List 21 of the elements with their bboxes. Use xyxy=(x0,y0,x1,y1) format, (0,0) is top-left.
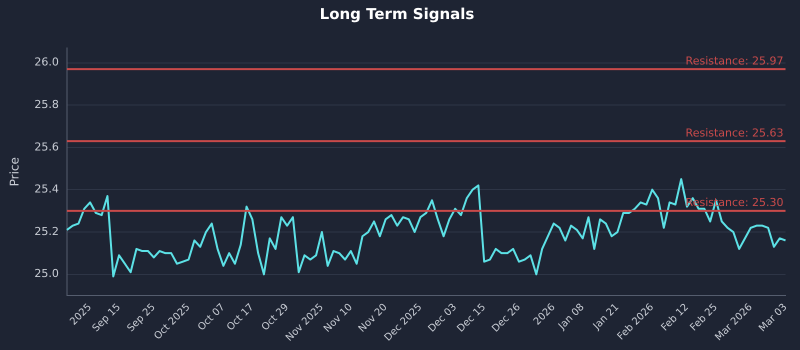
x-tick-label: Feb 12 xyxy=(659,302,691,334)
x-tick-label: Oct 29 xyxy=(260,302,292,334)
y-tick-label: 25.4 xyxy=(34,182,59,196)
x-tick-label: Dec 15 xyxy=(455,302,488,335)
x-tick-label: Oct 07 xyxy=(196,302,228,334)
x-tick-label: Sep 15 xyxy=(90,302,124,334)
x-tick-label: Mar 03 xyxy=(757,302,790,334)
y-axis-title: Price xyxy=(7,157,22,186)
ref-line-label: Resistance: 25.97 xyxy=(686,54,784,68)
x-tick-label: Jan 08 xyxy=(556,302,587,333)
x-tick-label: Jan 21 xyxy=(590,302,622,333)
y-tick-label: 26.0 xyxy=(34,56,59,69)
y-tick-label: 25.6 xyxy=(34,140,59,154)
x-tick-label: Dec 26 xyxy=(490,302,523,335)
x-tick-label: Oct 17 xyxy=(225,302,256,334)
y-tick-label: 25.2 xyxy=(34,224,59,238)
ref-line-label: Resistance: 25.63 xyxy=(686,126,784,140)
y-tick-label: 25.0 xyxy=(34,267,59,280)
chart-title: Long Term Signals xyxy=(320,4,474,23)
x-tick-label: Nov 10 xyxy=(322,302,355,335)
y-tick-label: 25.8 xyxy=(34,98,59,111)
